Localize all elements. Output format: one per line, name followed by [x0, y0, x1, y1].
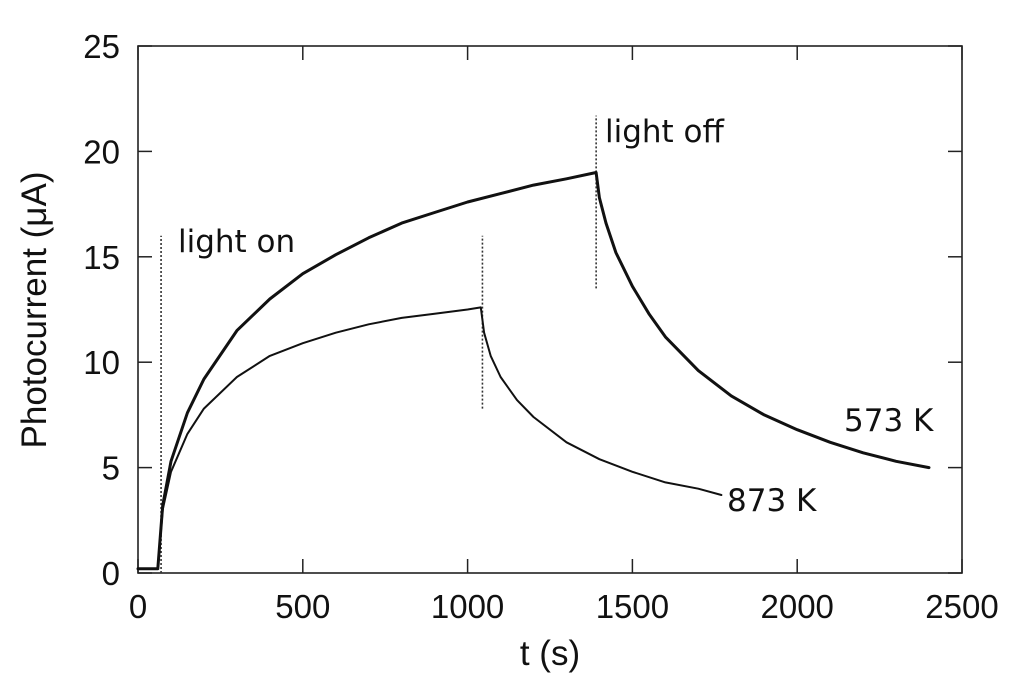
y-tick-label: 20: [83, 133, 120, 170]
y-axis-title: Photocurrent (μA): [15, 172, 54, 449]
y-tick-label: 0: [102, 555, 120, 592]
axis-ticks: 0 500 1000 1500 2000 2500 0 5 10 15 20 25: [83, 28, 998, 625]
annotation-light-on: light on: [178, 224, 295, 260]
annotation-light-off: light off: [605, 114, 725, 150]
x-axis-title: t (s): [520, 634, 580, 673]
annotation-873k: 873 K: [727, 483, 817, 519]
y-tick-label: 5: [102, 450, 120, 487]
x-tick-label: 0: [129, 588, 147, 625]
data-series: [136, 171, 931, 571]
x-tick-label: 1000: [431, 588, 504, 625]
series-line-573-k: [136, 171, 931, 571]
y-tick-label: 15: [83, 239, 120, 276]
x-tick-label: 1500: [596, 588, 669, 625]
series-line-873-k: [137, 306, 723, 570]
y-tick-label: 25: [83, 28, 120, 65]
x-tick-label: 2000: [760, 588, 833, 625]
annotation-573k: 573 K: [844, 403, 934, 439]
y-tick-label: 10: [83, 344, 120, 381]
x-tick-label: 2500: [925, 588, 998, 625]
plot-frame: [137, 45, 963, 574]
x-tick-label: 500: [275, 588, 330, 625]
